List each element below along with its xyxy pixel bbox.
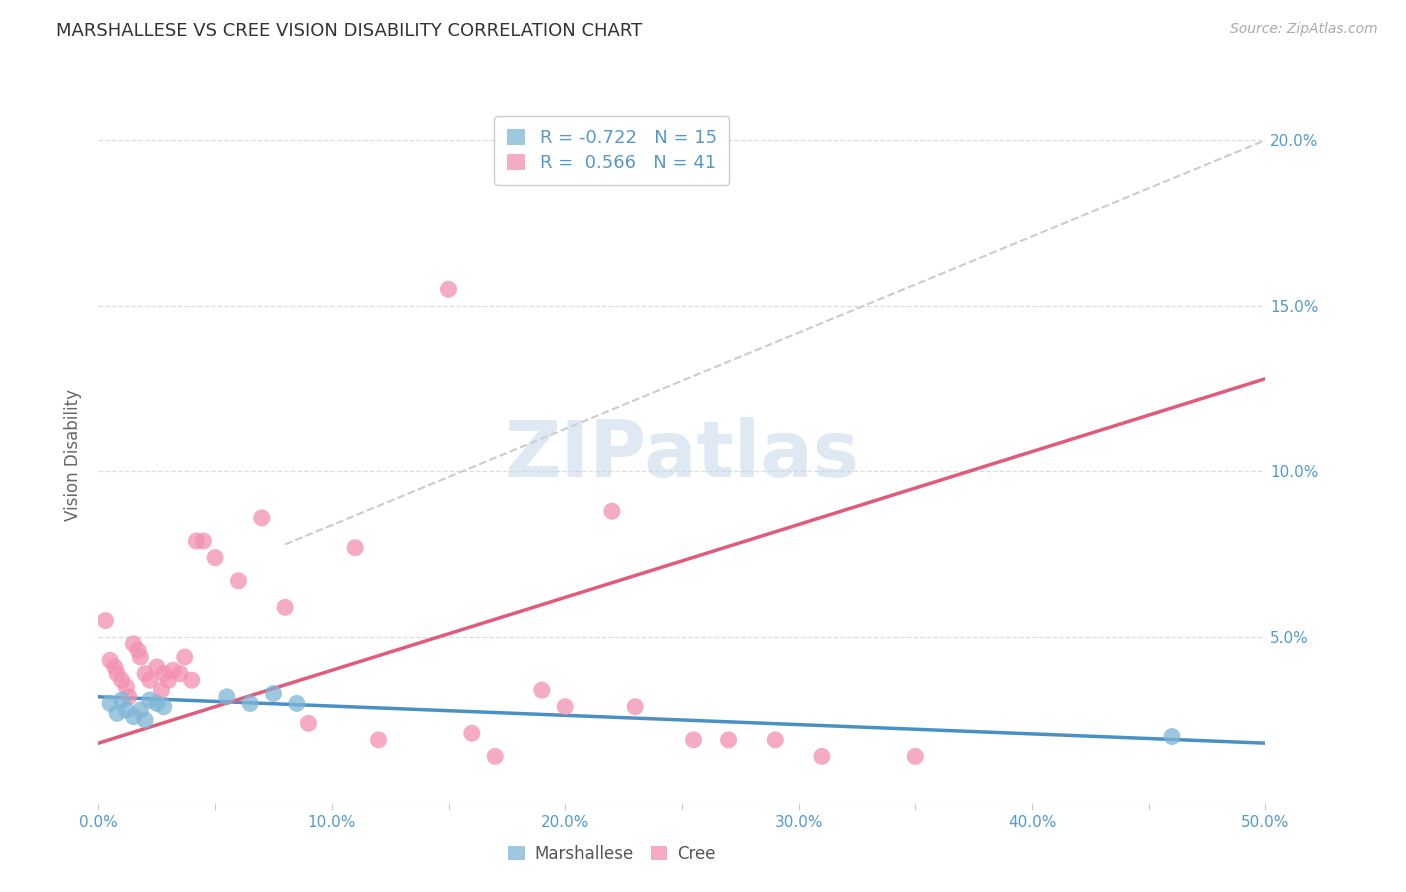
Point: [600, 504, 623, 518]
Point: [118, 690, 141, 704]
Y-axis label: Vision Disability: Vision Disability: [65, 389, 83, 521]
Point: [461, 726, 484, 740]
Point: [530, 683, 553, 698]
Point: [554, 699, 576, 714]
Point: [811, 749, 834, 764]
Point: [169, 666, 191, 681]
Point: [437, 282, 460, 296]
Point: [763, 732, 786, 747]
Point: [682, 732, 704, 747]
Point: [484, 749, 506, 764]
Legend: Marshallese, Cree: Marshallese, Cree: [499, 837, 724, 871]
Point: [239, 697, 262, 711]
Point: [152, 699, 174, 714]
Point: [717, 732, 740, 747]
Point: [193, 534, 215, 549]
Point: [139, 693, 162, 707]
Point: [104, 660, 127, 674]
Point: [115, 680, 138, 694]
Point: [129, 650, 152, 665]
Point: [122, 637, 145, 651]
Point: [344, 541, 367, 555]
Point: [367, 732, 389, 747]
Point: [127, 643, 149, 657]
Point: [105, 666, 128, 681]
Point: [94, 614, 117, 628]
Point: [134, 666, 156, 681]
Point: [215, 690, 238, 704]
Point: [186, 534, 208, 549]
Point: [134, 713, 156, 727]
Point: [139, 673, 162, 688]
Point: [204, 550, 226, 565]
Text: MARSHALLESE VS CREE VISION DISABILITY CORRELATION CHART: MARSHALLESE VS CREE VISION DISABILITY CO…: [56, 22, 643, 40]
Point: [228, 574, 250, 588]
Point: [115, 703, 138, 717]
Point: [122, 709, 145, 723]
Point: [262, 686, 284, 700]
Point: [297, 716, 319, 731]
Point: [624, 699, 647, 714]
Point: [152, 666, 174, 681]
Point: [157, 673, 180, 688]
Point: [98, 653, 121, 667]
Point: [274, 600, 297, 615]
Point: [180, 673, 202, 688]
Text: ZIPatlas: ZIPatlas: [505, 417, 859, 493]
Point: [173, 650, 195, 665]
Point: [111, 693, 134, 707]
Point: [111, 673, 134, 688]
Point: [162, 663, 184, 677]
Point: [146, 697, 169, 711]
Point: [250, 511, 273, 525]
Point: [1161, 730, 1184, 744]
Point: [150, 683, 173, 698]
Point: [129, 703, 152, 717]
Text: Source: ZipAtlas.com: Source: ZipAtlas.com: [1230, 22, 1378, 37]
Point: [105, 706, 128, 721]
Point: [146, 660, 169, 674]
Point: [285, 697, 308, 711]
Point: [904, 749, 927, 764]
Point: [98, 697, 121, 711]
